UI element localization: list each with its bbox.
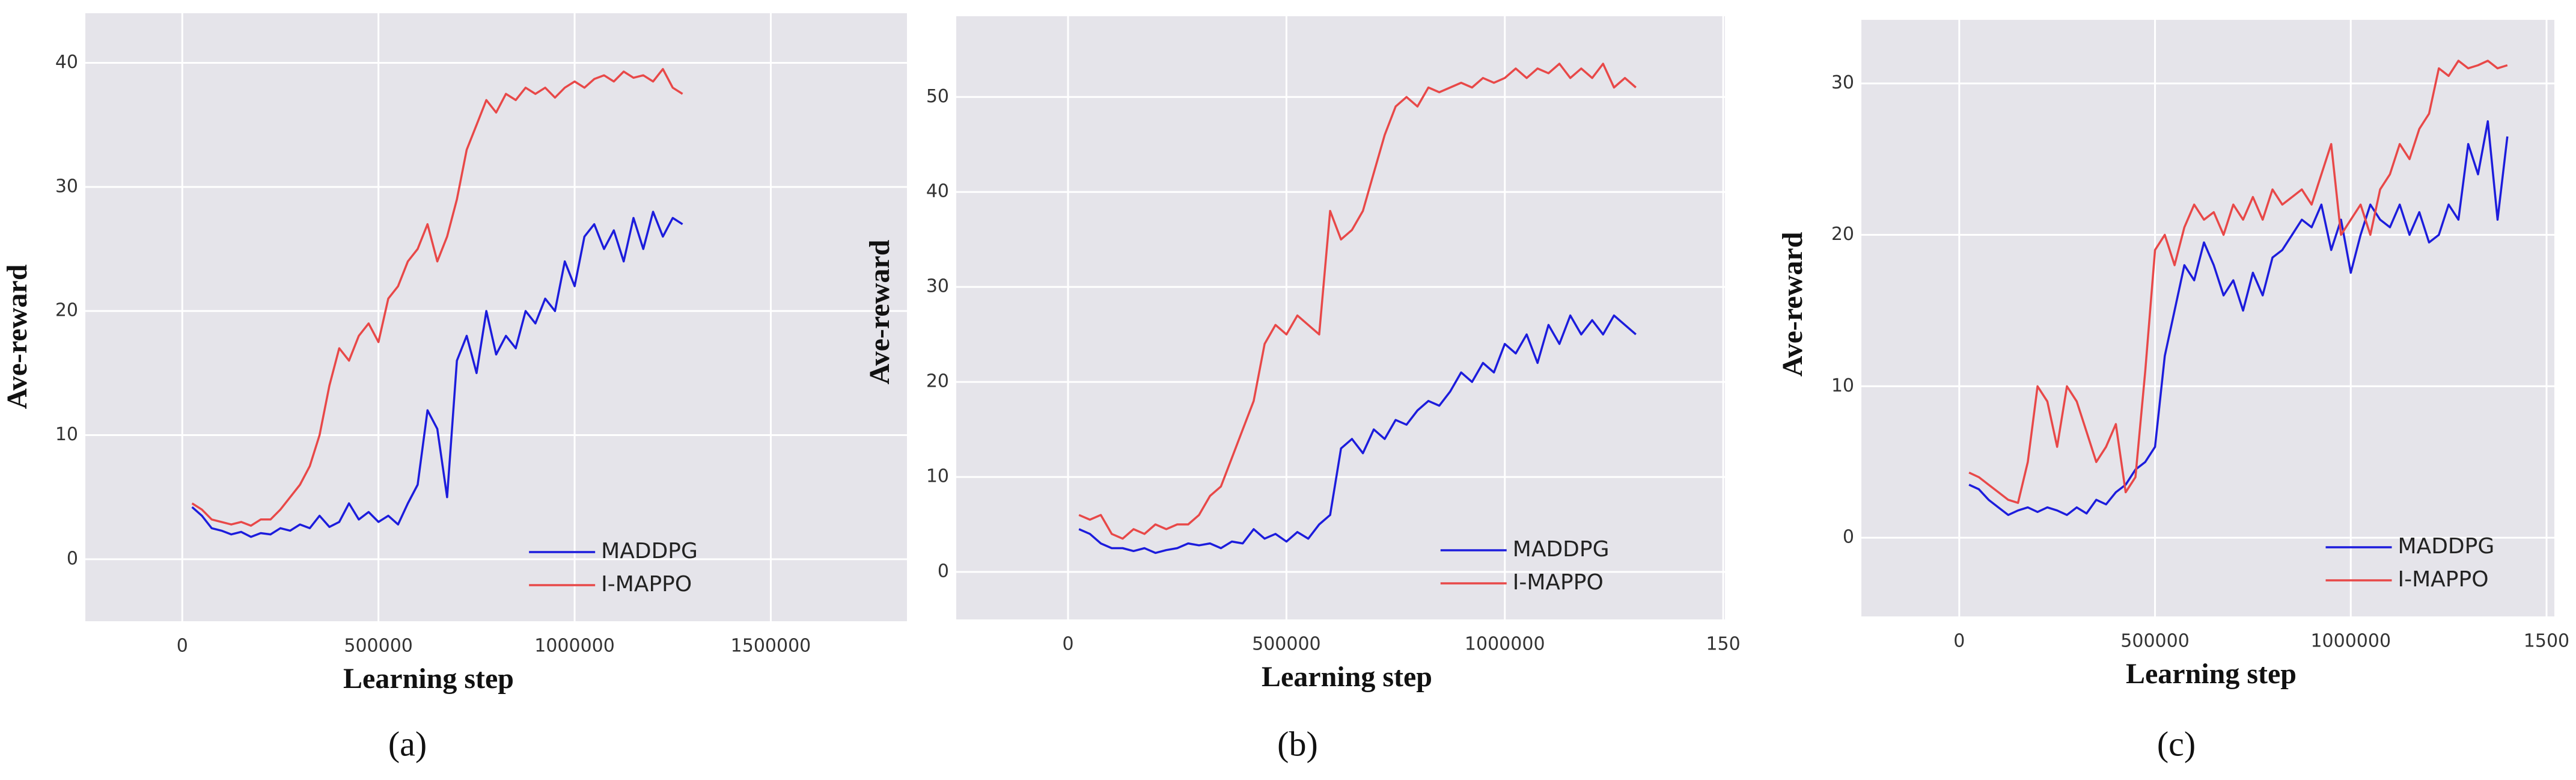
series-line	[1968, 120, 2509, 517]
x-tick-label: 500000	[1252, 634, 1321, 655]
series-line	[191, 210, 683, 538]
x-axis-title: Learning step	[2126, 658, 2297, 690]
x-axis-title: Learning step	[343, 663, 514, 695]
y-axis-title: Ave-reward	[1, 264, 33, 409]
plot-area	[85, 13, 907, 621]
legend-label: I-MAPPO	[1513, 570, 1604, 595]
plot-area	[956, 16, 1725, 619]
x-tick-label: 500000	[2120, 631, 2190, 652]
y-tick-label: 20	[55, 300, 78, 321]
legend-label: MADDPG	[601, 539, 698, 564]
x-tick-label: 150	[1706, 634, 1740, 655]
y-tick-label: 10	[55, 424, 78, 445]
y-tick-label: 20	[1831, 224, 1854, 245]
x-tick-label: 0	[177, 636, 188, 657]
caption: (b)	[1277, 724, 1318, 763]
y-tick-label: 10	[1831, 375, 1854, 396]
x-tick-label: 1000000	[1465, 634, 1545, 655]
y-tick-label: 30	[55, 176, 78, 197]
x-tick-label: 1000000	[534, 636, 615, 657]
plot-area	[1861, 20, 2554, 616]
series-line	[1078, 314, 1637, 554]
x-tick-label: 0	[1062, 634, 1073, 655]
series-line	[1078, 63, 1637, 540]
caption: (a)	[388, 724, 427, 763]
y-tick-label: 40	[926, 181, 949, 202]
series-line	[1968, 60, 2508, 504]
y-tick-label: 10	[926, 466, 949, 487]
y-tick-label: 0	[67, 548, 78, 569]
x-tick-label: 1000000	[2310, 631, 2391, 652]
legend-label: MADDPG	[1513, 537, 1610, 562]
x-tick-label: 1500000	[731, 636, 811, 657]
series-line	[191, 68, 683, 527]
y-tick-label: 30	[1831, 72, 1854, 93]
y-axis-title: Ave-reward	[864, 239, 896, 384]
y-tick-label: 40	[55, 52, 78, 73]
y-tick-label: 30	[926, 276, 949, 297]
y-tick-label: 0	[1843, 527, 1854, 548]
legend-label: I-MAPPO	[2398, 567, 2489, 592]
caption: (c)	[2157, 724, 2196, 763]
y-tick-label: 20	[926, 371, 949, 392]
y-axis-title: Ave-reward	[1777, 232, 1808, 376]
y-tick-label: 50	[926, 86, 949, 107]
x-tick-label: 0	[1953, 631, 1965, 652]
y-tick-label: 0	[938, 561, 949, 582]
x-tick-label: 1500	[2524, 631, 2569, 652]
x-axis-title: Learning step	[1262, 661, 1432, 693]
x-tick-label: 500000	[344, 636, 413, 657]
legend-label: MADDPG	[2398, 534, 2495, 559]
legend-label: I-MAPPO	[601, 572, 692, 597]
